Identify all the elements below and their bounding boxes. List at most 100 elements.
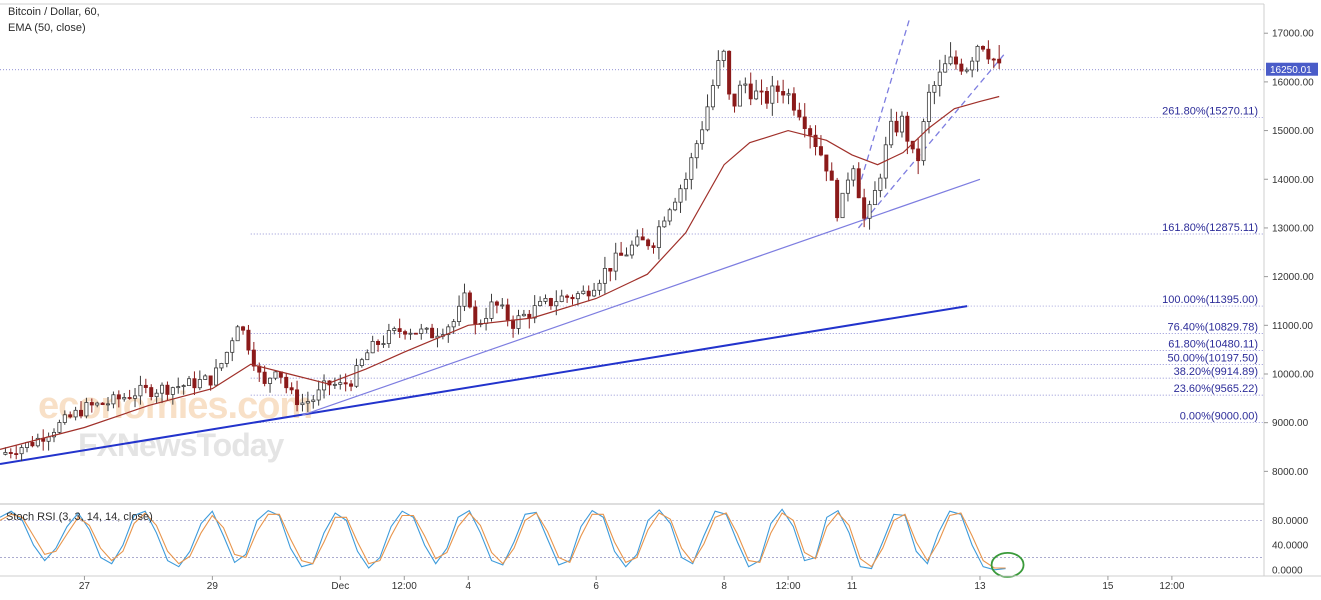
candle-body bbox=[370, 341, 375, 354]
candle bbox=[370, 335, 375, 354]
candle-body bbox=[640, 236, 645, 241]
candle-body bbox=[365, 352, 370, 361]
price-tick-label: 15000.00 bbox=[1272, 126, 1314, 137]
candle bbox=[959, 58, 964, 75]
candle-body bbox=[916, 148, 921, 162]
fib-level-label: 161.80%(12875.11) bbox=[1162, 222, 1258, 234]
candle-body bbox=[203, 375, 208, 380]
candle-body bbox=[467, 292, 472, 308]
candle-body bbox=[964, 69, 969, 72]
candle bbox=[694, 140, 699, 169]
candle-body bbox=[559, 295, 564, 303]
candle-body bbox=[311, 399, 316, 402]
candle-body bbox=[3, 452, 8, 455]
candle-body bbox=[138, 384, 143, 397]
candle-body bbox=[451, 321, 456, 328]
candle-body bbox=[943, 63, 948, 73]
candle bbox=[851, 165, 856, 187]
candle bbox=[268, 377, 273, 393]
candle bbox=[980, 45, 985, 52]
candle-body bbox=[500, 304, 505, 307]
candle bbox=[640, 228, 645, 241]
candle bbox=[597, 279, 602, 296]
price-tick-label: 12000.00 bbox=[1272, 272, 1314, 283]
candle bbox=[975, 44, 980, 72]
candle-body bbox=[932, 85, 937, 93]
candle-body bbox=[62, 414, 67, 423]
candle-body bbox=[565, 295, 570, 298]
candle bbox=[797, 102, 802, 121]
candle-body bbox=[656, 226, 661, 248]
candle-body bbox=[295, 389, 300, 406]
candle bbox=[68, 411, 73, 419]
main-chart[interactable]: 261.80%(15270.11) 161.80%(12875.11) 100.00… bbox=[0, 18, 1264, 466]
candle-body bbox=[797, 109, 802, 118]
candle-body bbox=[219, 363, 224, 369]
candle-body bbox=[678, 188, 683, 203]
candle bbox=[235, 324, 240, 342]
candle bbox=[62, 410, 67, 425]
candle bbox=[743, 77, 748, 94]
candle bbox=[419, 323, 424, 340]
candle-body bbox=[462, 292, 467, 307]
candle bbox=[403, 329, 408, 340]
candle bbox=[424, 327, 429, 334]
candle-body bbox=[770, 85, 775, 104]
stoch-k-line bbox=[0, 508, 1006, 571]
candle bbox=[143, 378, 148, 394]
candle-body bbox=[808, 128, 813, 136]
trend-line-primary[interactable] bbox=[0, 305, 968, 466]
candle bbox=[208, 375, 213, 391]
candle bbox=[565, 294, 570, 303]
price-tick-label: 13000.00 bbox=[1272, 223, 1314, 234]
candle bbox=[775, 80, 780, 103]
stoch-rsi-panel[interactable]: 80.0000 40.0000 0.0000 bbox=[0, 508, 1309, 578]
candle-body bbox=[921, 121, 926, 162]
stoch-tick-label: 80.0000 bbox=[1272, 516, 1309, 527]
candle-body bbox=[338, 382, 343, 385]
candle-body bbox=[192, 378, 197, 389]
candle-body bbox=[19, 447, 24, 455]
time-tick-label: 13 bbox=[974, 581, 986, 592]
candle-body bbox=[181, 385, 186, 388]
fib-level-label: 38.20%(9914.89) bbox=[1174, 366, 1258, 378]
candle-body bbox=[624, 254, 629, 257]
candle bbox=[683, 172, 688, 201]
candle-body bbox=[953, 56, 958, 65]
candle bbox=[386, 323, 391, 348]
candle bbox=[970, 56, 975, 78]
candle-body bbox=[554, 301, 559, 307]
candle-body bbox=[727, 50, 732, 95]
candle-body bbox=[748, 83, 753, 100]
candle bbox=[467, 290, 472, 309]
candle bbox=[413, 332, 418, 335]
candle bbox=[613, 242, 618, 281]
fib-level-label: 100.00%(11395.00) bbox=[1162, 294, 1258, 306]
candle bbox=[748, 72, 753, 106]
candle bbox=[894, 111, 899, 137]
candle-body bbox=[743, 83, 748, 86]
candle-body bbox=[867, 204, 872, 219]
candle-body bbox=[862, 197, 867, 219]
candle-body bbox=[305, 401, 310, 404]
candle-body bbox=[430, 327, 435, 339]
candle bbox=[813, 125, 818, 156]
candle bbox=[608, 268, 613, 282]
candle-body bbox=[122, 397, 127, 400]
candle-body bbox=[516, 315, 521, 329]
candle bbox=[30, 436, 35, 448]
candle bbox=[106, 396, 111, 412]
candle-body bbox=[845, 179, 850, 194]
candle-body bbox=[343, 382, 348, 385]
candle-body bbox=[251, 349, 256, 367]
candle bbox=[824, 154, 829, 182]
candle-body bbox=[424, 327, 429, 330]
channel-line[interactable] bbox=[857, 52, 1007, 229]
candle-body bbox=[381, 343, 386, 345]
time-tick-label: 12:00 bbox=[392, 581, 417, 592]
candle bbox=[408, 328, 413, 340]
candle bbox=[964, 67, 969, 74]
candle bbox=[295, 380, 300, 412]
